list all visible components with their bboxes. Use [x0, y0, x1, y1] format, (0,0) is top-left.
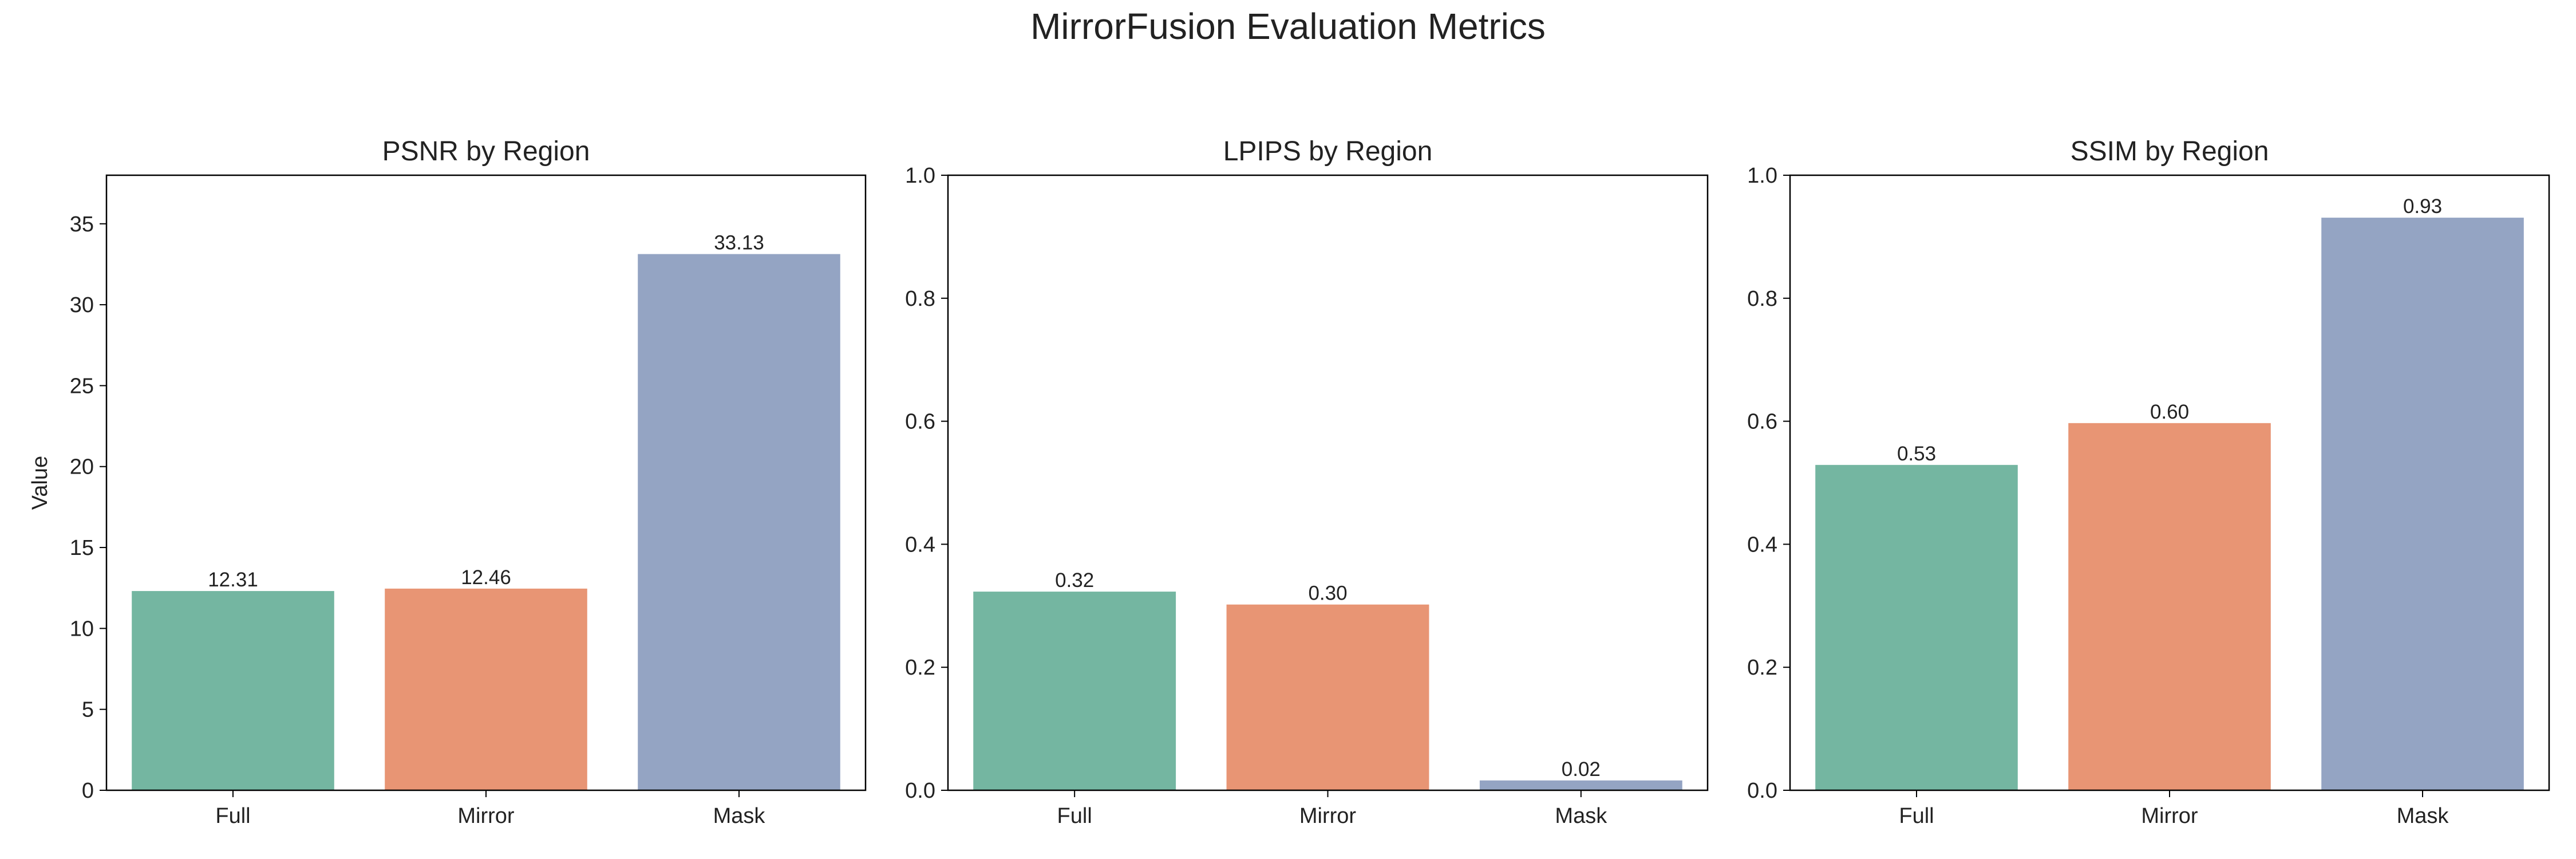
psnr-y-tick-label: 5 [82, 698, 94, 722]
psnr-y-tick-label: 15 [70, 536, 94, 560]
lpips-x-tick-label-mask: Mask [1555, 804, 1607, 828]
psnr-y-tick-label: 10 [70, 617, 94, 641]
psnr-y-axis-label: Value [28, 456, 52, 510]
psnr-bar-mirror [385, 588, 587, 790]
ssim-bar-mirror [2068, 423, 2271, 790]
lpips-y-tick-label: 0.0 [905, 779, 935, 803]
psnr-y-tick-label: 0 [82, 779, 94, 803]
psnr-y-tick-label: 30 [70, 293, 94, 317]
psnr-x-tick-label-mask: Mask [713, 804, 766, 828]
ssim-y-tick-label: 0.0 [1747, 779, 1777, 803]
psnr-value-label-full: 12.31 [208, 569, 258, 591]
ssim-x-tick-label-mirror: Mirror [2141, 804, 2198, 828]
psnr-panel-title: PSNR by Region [382, 136, 590, 167]
lpips-panel-title: LPIPS by Region [1223, 136, 1433, 167]
ssim-value-label-full: 0.53 [1897, 443, 1936, 465]
psnr-x-tick-label-full: Full [215, 804, 250, 828]
psnr-y-tick-label: 25 [70, 374, 94, 398]
lpips-y-tick-label: 0.6 [905, 410, 935, 434]
figure-title: MirrorFusion Evaluation Metrics [1030, 6, 1546, 47]
psnr-bar-full [132, 591, 334, 790]
ssim-panel-title: SSIM by Region [2071, 136, 2269, 167]
ssim-y-tick-label: 0.6 [1747, 410, 1777, 434]
lpips-panel: LPIPS by Region 0.32 Full 0.30 Mirror 0.02 Mas… [905, 136, 1709, 828]
ssim-axes-frame [1789, 174, 2550, 791]
psnr-y-tick-label: 20 [70, 455, 94, 479]
lpips-x-tick-label-mirror: Mirror [1299, 804, 1357, 828]
ssim-y-tick-label: 0.2 [1747, 656, 1777, 680]
psnr-bar-mask [638, 254, 840, 790]
ssim-value-label-mask: 0.93 [2403, 195, 2442, 218]
lpips-y-tick-label: 0.2 [905, 656, 935, 680]
lpips-bar-full [973, 592, 1176, 790]
lpips-y-tick-label: 0.8 [905, 287, 935, 311]
ssim-x-tick-label-full: Full [1899, 804, 1934, 828]
lpips-value-label-mirror: 0.30 [1308, 582, 1347, 605]
psnr-y-tick-label: 35 [70, 212, 94, 237]
lpips-value-label-mask: 0.02 [1562, 758, 1601, 781]
psnr-value-label-mirror: 12.46 [461, 566, 511, 589]
psnr-value-label-mask: 33.13 [714, 232, 764, 254]
ssim-bar-full [1815, 464, 2018, 790]
lpips-y-tick-label: 0.4 [905, 533, 935, 557]
lpips-bar-mask [1479, 780, 1682, 790]
psnr-axes-frame [105, 174, 867, 791]
ssim-y-tick-label: 0.8 [1747, 287, 1777, 311]
lpips-y-tick-label: 1.0 [905, 164, 935, 188]
psnr-x-tick-label-mirror: Mirror [457, 804, 515, 828]
lpips-value-label-full: 0.32 [1055, 569, 1094, 592]
ssim-bar-mask [2321, 218, 2524, 791]
ssim-x-tick-label-mask: Mask [2397, 804, 2449, 828]
psnr-panel: PSNR by Region 12.31 Full 12.46 Mirror 33.13 M… [28, 136, 867, 828]
ssim-y-tick-label: 1.0 [1747, 164, 1777, 188]
ssim-panel: SSIM by Region 0.53 Full 0.60 Mirror 0.93 Mask… [1747, 136, 2550, 828]
ssim-value-label-mirror: 0.60 [2150, 401, 2189, 423]
lpips-bar-mirror [1226, 604, 1429, 790]
lpips-x-tick-label-full: Full [1057, 804, 1092, 828]
lpips-axes-frame [947, 174, 1709, 791]
ssim-y-tick-label: 0.4 [1747, 533, 1777, 557]
